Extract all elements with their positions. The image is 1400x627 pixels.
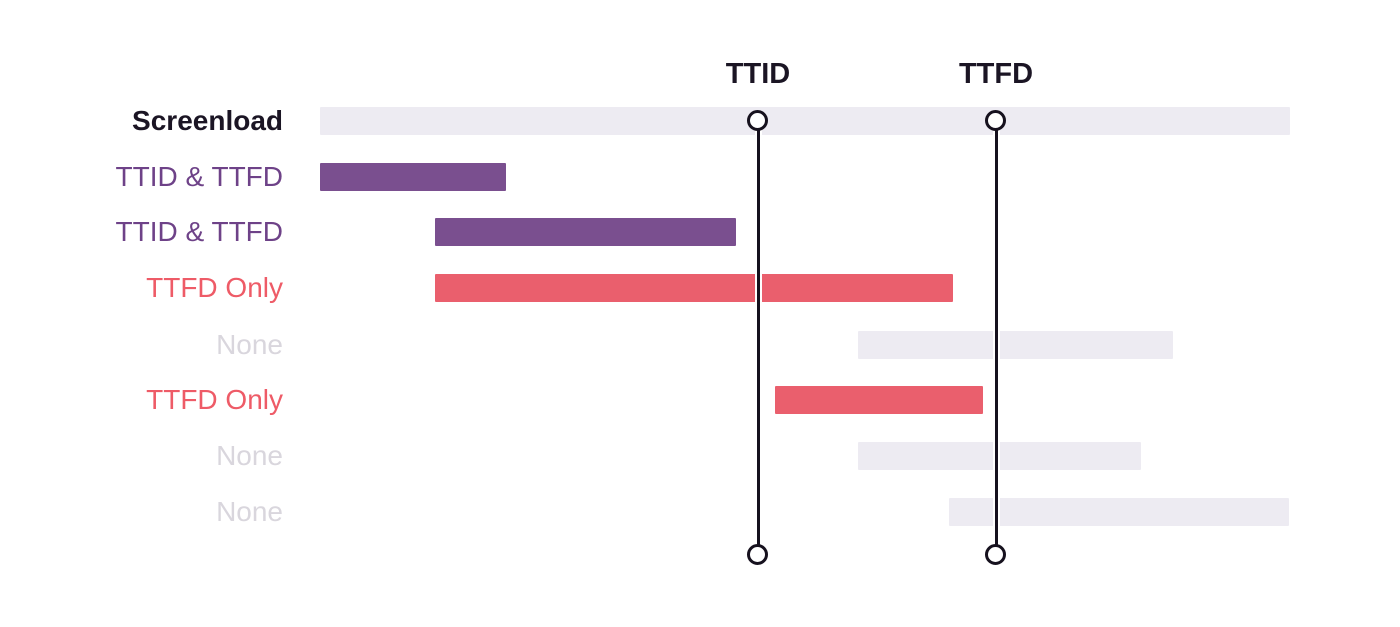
span-bar <box>858 442 1141 470</box>
ttid-top-circle <box>747 110 768 131</box>
span-row-0: Screenload <box>0 107 1400 135</box>
span-row-5: TTFD Only <box>0 386 1400 414</box>
span-row-label: TTID & TTFD <box>115 161 283 192</box>
span-row-4: None <box>0 331 1400 359</box>
span-bar <box>435 218 736 246</box>
span-row-label: TTID & TTFD <box>115 216 283 247</box>
span-bar <box>775 386 983 414</box>
span-row-label: None <box>216 329 283 360</box>
ttfd-label: TTFD <box>958 58 1034 90</box>
span-row-7: None <box>0 498 1400 526</box>
span-row-label: Screenload <box>132 105 283 136</box>
span-row-label: TTFD Only <box>146 272 283 303</box>
span-row-1: TTID & TTFD <box>0 163 1400 191</box>
span-bar <box>949 498 1289 526</box>
ttid-bottom-circle <box>747 544 768 565</box>
span-row-label: TTFD Only <box>146 384 283 415</box>
ttid-label: TTID <box>725 58 791 90</box>
span-bar <box>320 107 1290 135</box>
span-row-label: None <box>216 440 283 471</box>
span-row-label: None <box>216 496 283 527</box>
span-bar <box>858 331 1173 359</box>
ttid-line <box>756 121 760 555</box>
span-bar <box>320 163 506 191</box>
span-bar <box>435 274 953 302</box>
ttfd-bottom-circle <box>985 544 1006 565</box>
ttfd-top-circle <box>985 110 1006 131</box>
span-row-3: TTFD Only <box>0 274 1400 302</box>
span-row-6: None <box>0 442 1400 470</box>
span-row-2: TTID & TTFD <box>0 218 1400 246</box>
ttfd-line <box>994 121 998 555</box>
